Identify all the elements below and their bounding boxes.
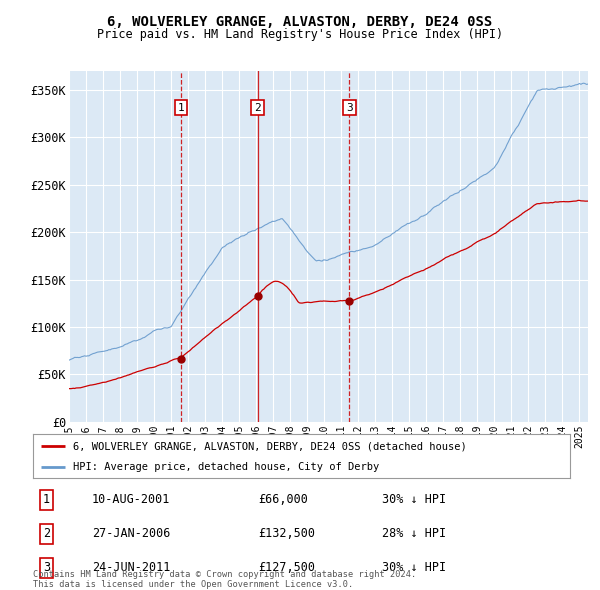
Text: 6, WOLVERLEY GRANGE, ALVASTON, DERBY, DE24 0SS (detached house): 6, WOLVERLEY GRANGE, ALVASTON, DERBY, DE… — [73, 441, 467, 451]
Text: 28% ↓ HPI: 28% ↓ HPI — [382, 527, 446, 540]
Text: 1: 1 — [178, 103, 185, 113]
Text: Contains HM Land Registry data © Crown copyright and database right 2024.
This d: Contains HM Land Registry data © Crown c… — [33, 570, 416, 589]
Text: 27-JAN-2006: 27-JAN-2006 — [92, 527, 170, 540]
Text: 6, WOLVERLEY GRANGE, ALVASTON, DERBY, DE24 0SS: 6, WOLVERLEY GRANGE, ALVASTON, DERBY, DE… — [107, 15, 493, 29]
Text: Price paid vs. HM Land Registry's House Price Index (HPI): Price paid vs. HM Land Registry's House … — [97, 28, 503, 41]
Text: 30% ↓ HPI: 30% ↓ HPI — [382, 562, 446, 575]
Text: HPI: Average price, detached house, City of Derby: HPI: Average price, detached house, City… — [73, 462, 380, 472]
Text: £66,000: £66,000 — [259, 493, 308, 506]
Text: £132,500: £132,500 — [259, 527, 316, 540]
Text: 24-JUN-2011: 24-JUN-2011 — [92, 562, 170, 575]
Text: 30% ↓ HPI: 30% ↓ HPI — [382, 493, 446, 506]
Text: 2: 2 — [43, 527, 50, 540]
Text: 1: 1 — [43, 493, 50, 506]
Text: £127,500: £127,500 — [259, 562, 316, 575]
Text: 2: 2 — [254, 103, 261, 113]
Text: 3: 3 — [43, 562, 50, 575]
Text: 3: 3 — [346, 103, 353, 113]
Text: 10-AUG-2001: 10-AUG-2001 — [92, 493, 170, 506]
